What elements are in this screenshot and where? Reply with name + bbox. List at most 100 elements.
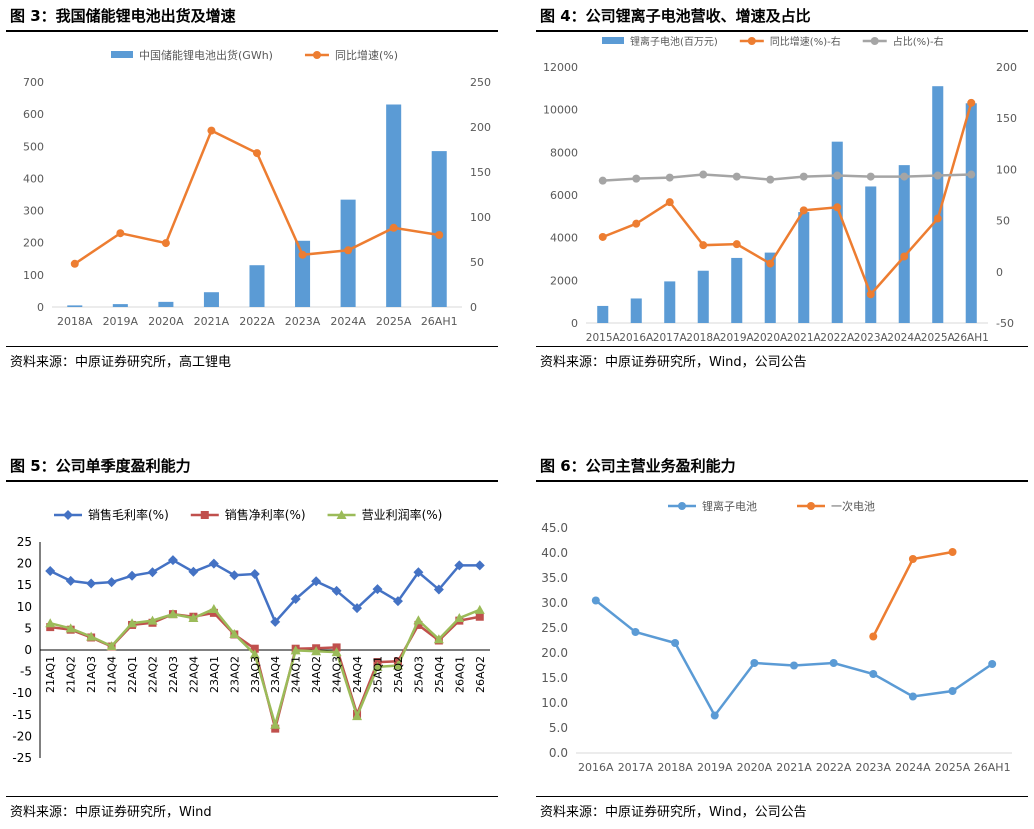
x-tick-label: 2019A bbox=[103, 315, 139, 328]
data-point bbox=[908, 555, 917, 563]
x-tick-label: 25AQ2 bbox=[392, 656, 405, 693]
x-tick-label: 2023A bbox=[854, 332, 889, 344]
legend-label: 同比增速(%)-右 bbox=[770, 35, 841, 48]
figure-title: 图 4：公司锂离子电池营收、增速及占比 bbox=[540, 7, 811, 25]
data-point bbox=[869, 670, 878, 678]
data-point bbox=[167, 609, 178, 619]
data-point bbox=[116, 229, 125, 238]
data-point bbox=[86, 578, 97, 589]
series-line bbox=[49, 607, 481, 730]
y-right-tick-label: 50 bbox=[996, 215, 1010, 228]
data-point bbox=[127, 618, 138, 628]
data-point bbox=[632, 219, 641, 228]
y-tick-label: -15 bbox=[12, 708, 32, 722]
legend-label: 销售净利率(%) bbox=[225, 507, 306, 522]
data-point bbox=[833, 203, 842, 212]
bar bbox=[67, 305, 83, 307]
bar bbox=[764, 252, 776, 323]
x-tick-label: 2024A bbox=[887, 332, 922, 344]
y-right-tick-label: 0 bbox=[470, 301, 477, 314]
data-point bbox=[933, 171, 942, 180]
data-point bbox=[270, 616, 281, 627]
data-point bbox=[344, 246, 353, 255]
chart-fig4: 0 2000 4000 6000 8000 10000 12000 -50 0 50 100 150 2… bbox=[543, 35, 1017, 344]
x-tick-label: 2019A bbox=[697, 761, 733, 774]
x-tick-label: 24AQ3 bbox=[331, 656, 344, 693]
legend-swatch bbox=[602, 37, 624, 44]
y-tick-label: 25 bbox=[17, 535, 32, 549]
x-tick-label: 22AQ4 bbox=[187, 656, 200, 693]
data-point bbox=[900, 172, 909, 181]
y-right-tick-label: 250 bbox=[470, 76, 491, 89]
data-point bbox=[475, 612, 484, 621]
y-tick-label: -20 bbox=[12, 729, 32, 743]
x-tick-label: 2020A bbox=[753, 332, 788, 344]
data-point bbox=[869, 632, 878, 641]
x-tick-label: 2023A bbox=[856, 761, 892, 774]
legend-marker bbox=[336, 510, 347, 519]
y-left-tick-label: 6000 bbox=[550, 189, 578, 202]
data-point bbox=[750, 659, 759, 667]
x-tick-label: 21AQ3 bbox=[85, 656, 98, 693]
data-point bbox=[598, 176, 607, 185]
data-point bbox=[454, 613, 465, 623]
y-right-tick-label: 0 bbox=[996, 266, 1003, 279]
x-tick-label: 26AH1 bbox=[954, 332, 989, 344]
title-rule bbox=[6, 30, 498, 32]
data-point bbox=[229, 570, 240, 581]
data-point bbox=[474, 604, 485, 614]
data-point bbox=[331, 585, 342, 596]
y-left-tick-label: 700 bbox=[23, 76, 44, 89]
title-rule bbox=[6, 480, 498, 482]
y-left-tick-label: 600 bbox=[23, 108, 44, 121]
data-point bbox=[106, 641, 117, 651]
legend-label: 锂离子电池(百万元) bbox=[630, 35, 718, 48]
data-point bbox=[161, 239, 170, 248]
data-point bbox=[433, 584, 444, 595]
data-point bbox=[665, 198, 674, 207]
data-point bbox=[86, 631, 97, 641]
x-tick-label: 22AQ3 bbox=[167, 656, 180, 693]
data-point bbox=[967, 98, 976, 107]
y-tick-label: 10.0 bbox=[541, 696, 568, 710]
x-tick-label: 23AQ2 bbox=[228, 656, 241, 693]
series-line bbox=[602, 102, 973, 297]
legend-label: 锂离子电池 bbox=[702, 499, 757, 513]
data-point bbox=[988, 660, 997, 668]
y-right-tick-label: 200 bbox=[996, 61, 1017, 74]
bar bbox=[112, 304, 128, 307]
data-point bbox=[167, 555, 178, 566]
y-tick-label: -25 bbox=[12, 751, 32, 765]
data-point bbox=[65, 623, 76, 633]
title-rule bbox=[536, 480, 1028, 482]
legend-marker bbox=[312, 51, 321, 59]
y-tick-label: -5 bbox=[20, 665, 32, 679]
legend-marker bbox=[747, 37, 756, 45]
data-point bbox=[270, 719, 281, 729]
bar bbox=[697, 270, 709, 323]
source-note: 资料来源：中原证券研究所，高工锂电 bbox=[10, 355, 232, 370]
series-line bbox=[49, 558, 480, 625]
y-right-tick-label: 150 bbox=[470, 166, 491, 179]
y-left-tick-label: 100 bbox=[23, 269, 44, 282]
y-left-tick-label: 0 bbox=[571, 317, 578, 330]
y-right-tick-label: 150 bbox=[996, 112, 1017, 125]
data-point bbox=[311, 646, 322, 656]
source-rule bbox=[536, 346, 1028, 347]
y-tick-label: 15.0 bbox=[541, 671, 568, 685]
data-point bbox=[392, 660, 403, 670]
x-tick-label: 24AQ1 bbox=[290, 656, 303, 693]
x-tick-label: 2015A bbox=[586, 332, 621, 344]
data-point bbox=[790, 661, 798, 670]
y-tick-label: 20 bbox=[17, 557, 32, 571]
x-tick-label: 2021A bbox=[194, 315, 230, 328]
y-left-tick-label: 200 bbox=[23, 237, 44, 250]
data-point bbox=[70, 259, 79, 268]
y-tick-label: 30.0 bbox=[541, 596, 568, 610]
x-tick-label: 2020A bbox=[737, 761, 773, 774]
source-note: 资料来源：中原证券研究所，Wind bbox=[10, 805, 212, 820]
y-tick-label: 25.0 bbox=[541, 621, 568, 635]
x-tick-label: 2018A bbox=[657, 761, 693, 774]
x-tick-label: 2025A bbox=[376, 315, 412, 328]
legend-label: 中国储能锂电池出货(GWh) bbox=[139, 48, 273, 62]
